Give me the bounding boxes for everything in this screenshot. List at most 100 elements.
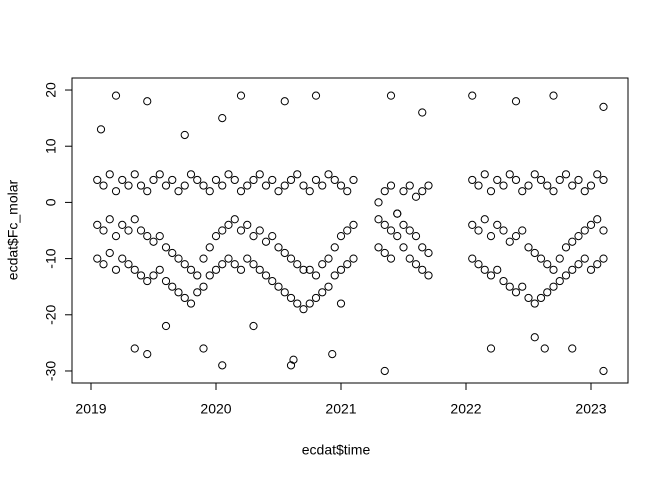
point <box>380 187 389 196</box>
point <box>561 243 571 252</box>
point <box>111 265 121 274</box>
point <box>168 282 177 291</box>
point <box>524 293 533 303</box>
point <box>268 175 277 185</box>
point <box>580 187 589 196</box>
point <box>468 220 477 229</box>
point <box>493 175 502 185</box>
point <box>468 175 477 185</box>
point <box>593 215 602 224</box>
point <box>518 226 527 235</box>
point <box>505 170 514 179</box>
point <box>568 181 577 190</box>
point <box>249 232 258 241</box>
point <box>280 248 289 258</box>
point <box>499 276 508 286</box>
point <box>105 215 114 224</box>
point <box>136 181 146 190</box>
point <box>174 288 183 297</box>
point <box>486 344 496 353</box>
point <box>380 220 389 229</box>
point <box>236 187 246 196</box>
point <box>299 305 308 314</box>
point <box>289 355 298 364</box>
point <box>511 97 521 106</box>
point <box>99 260 108 269</box>
point <box>411 260 421 269</box>
point <box>243 181 252 190</box>
point <box>268 232 277 241</box>
point <box>349 175 358 185</box>
point <box>155 265 164 274</box>
point <box>386 91 396 100</box>
point <box>468 91 477 100</box>
point <box>399 243 408 252</box>
point <box>286 361 296 370</box>
point <box>593 260 602 269</box>
point <box>580 254 589 263</box>
point <box>549 91 558 100</box>
point <box>386 181 396 190</box>
point <box>268 276 277 286</box>
point <box>499 181 508 190</box>
point <box>93 220 102 229</box>
point <box>318 288 327 297</box>
point <box>180 130 189 140</box>
point <box>199 282 208 291</box>
point <box>349 220 358 229</box>
point <box>480 265 489 274</box>
point <box>161 276 171 286</box>
point <box>530 333 539 342</box>
point <box>236 265 246 274</box>
point <box>274 282 283 291</box>
point <box>540 344 549 353</box>
point <box>230 215 239 224</box>
point <box>411 232 421 241</box>
point <box>486 271 496 280</box>
point <box>418 187 427 196</box>
point <box>218 226 227 235</box>
point <box>386 254 396 263</box>
point <box>568 237 577 246</box>
point <box>524 181 533 190</box>
point <box>186 299 196 308</box>
point <box>143 276 152 286</box>
point <box>243 254 252 263</box>
point <box>249 175 258 185</box>
point <box>386 226 396 235</box>
point <box>530 299 539 308</box>
point <box>255 170 264 179</box>
x-axis-label: ecdat$time <box>302 442 371 458</box>
point <box>180 293 189 303</box>
point <box>124 181 133 190</box>
point <box>424 248 433 258</box>
point <box>155 232 164 241</box>
point <box>330 243 339 252</box>
point <box>343 187 352 196</box>
point <box>224 254 233 263</box>
point <box>599 366 608 376</box>
point <box>155 170 164 179</box>
point <box>149 237 158 246</box>
point <box>543 288 552 297</box>
y-tick-label: -20 <box>43 304 59 324</box>
point <box>124 260 133 269</box>
point <box>380 366 389 376</box>
point <box>168 175 177 185</box>
point <box>136 226 146 235</box>
point <box>561 271 571 280</box>
point <box>424 271 433 280</box>
point <box>211 265 221 274</box>
point <box>418 243 427 252</box>
point <box>161 181 171 190</box>
point <box>336 299 346 308</box>
point <box>574 260 583 269</box>
point <box>199 254 208 263</box>
point <box>186 265 196 274</box>
y-axis-label: ecdat$Fc_molar <box>5 179 21 280</box>
point <box>599 102 608 111</box>
point <box>343 260 352 269</box>
point <box>111 91 121 100</box>
point <box>299 181 308 190</box>
